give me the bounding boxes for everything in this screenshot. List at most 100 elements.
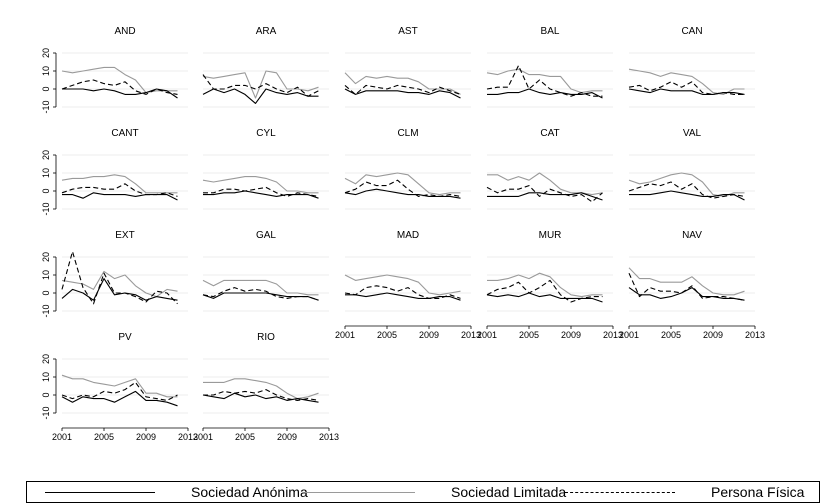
series-sociedad-anonima	[628, 88, 745, 95]
series-sociedad-limitada	[61, 174, 178, 194]
panel-ast: AST	[344, 26, 471, 108]
series-sociedad-anonima	[628, 287, 745, 301]
x-tick-label: 2009	[703, 330, 723, 340]
x-tick-label: 2013	[319, 432, 339, 442]
x-tick-label: 2001	[619, 330, 639, 340]
x-tick-label: 2005	[235, 432, 255, 442]
y-tick-label: 10	[41, 66, 51, 76]
panel-title: GAL	[256, 230, 276, 241]
series-sociedad-limitada	[202, 176, 319, 194]
panel-title: MUR	[539, 230, 562, 241]
series-persona-fisica	[203, 186, 319, 197]
series-sociedad-anonima	[202, 392, 319, 403]
panel-title: CANT	[111, 128, 138, 139]
series-sociedad-anonima	[629, 190, 745, 201]
x-tick-label: 2005	[519, 330, 539, 340]
legend: Sociedad Anónima Sociedad Limitada Perso…	[26, 481, 820, 503]
x-tick-label: 2005	[94, 432, 114, 442]
series-sociedad-anonima	[62, 192, 178, 201]
y-tick-label: 10	[41, 270, 51, 280]
panel-cant: CANT -10 0 10 20	[41, 128, 188, 216]
y-tick-label: 0	[41, 290, 51, 295]
panel-title: RIO	[257, 332, 275, 343]
legend-swatch-dashed-black	[565, 491, 675, 493]
series-sociedad-anonima	[344, 88, 461, 99]
series-sociedad-anonima	[486, 292, 603, 303]
panel-clm: CLM	[344, 128, 471, 210]
x-tick-label: 2013	[603, 330, 623, 340]
x-tick-label: 2013	[461, 330, 481, 340]
panel-cyl: CYL	[202, 128, 329, 210]
panel-ext: EXT -10 0 10 20	[41, 230, 188, 318]
series-sociedad-limitada	[61, 66, 178, 94]
y-tick-label: 10	[41, 372, 51, 382]
series-sociedad-anonima	[61, 390, 178, 407]
series-persona-fisica	[344, 84, 461, 95]
panel-title: CLM	[397, 128, 418, 139]
panel-pv: PV -10 0 10 20 2001 2005 2009 2013	[41, 332, 198, 442]
series-sociedad-anonima	[487, 192, 603, 201]
y-tick-label: -10	[41, 202, 51, 215]
panel-nav: NAV 2001 2005 2009 2013	[619, 230, 765, 340]
panel-and: AND -10 0 10 20	[41, 26, 188, 114]
series-persona-fisica	[202, 287, 319, 301]
panel-title: CYL	[256, 128, 276, 139]
panel-can: CAN	[628, 26, 755, 108]
series-persona-fisica	[486, 185, 603, 203]
series-persona-fisica	[61, 251, 178, 305]
panel-title: AST	[398, 26, 417, 37]
panel-rio: RIO 2001 2005 2009 2013	[193, 332, 339, 442]
series-persona-fisica	[628, 272, 745, 301]
y-tick-label: -10	[41, 100, 51, 113]
series-sociedad-limitada	[628, 68, 745, 95]
y-tick-label: 10	[41, 168, 51, 178]
legend-label: Sociedad Anónima	[191, 484, 308, 500]
y-tick-label: 20	[41, 150, 51, 160]
y-tick-label: 20	[41, 252, 51, 262]
series-sociedad-limitada	[486, 68, 603, 94]
series-sociedad-limitada	[487, 272, 603, 298]
x-tick-label: 2009	[419, 330, 439, 340]
y-tick-label: 0	[41, 188, 51, 193]
panel-title: AND	[114, 26, 135, 37]
x-tick-label: 2005	[377, 330, 397, 340]
series-sociedad-anonima	[61, 278, 178, 301]
legend-swatch-solid-gray	[305, 491, 415, 493]
panel-title: CAT	[540, 128, 559, 139]
series-sociedad-limitada	[344, 172, 461, 196]
series-sociedad-limitada	[61, 270, 178, 298]
series-sociedad-anonima	[203, 190, 319, 199]
series-persona-fisica	[61, 183, 178, 197]
panel-title: MAD	[397, 230, 419, 241]
legend-swatch-solid-black	[45, 491, 155, 493]
legend-item-persona-fisica: Persona Física	[565, 482, 804, 502]
series-persona-fisica	[628, 81, 745, 95]
panel-mad: MAD 2001 2005 2009 2013	[335, 230, 481, 340]
y-tick-label: -10	[41, 406, 51, 419]
series-persona-fisica	[344, 179, 461, 197]
panel-gal: GAL	[202, 230, 329, 312]
x-tick-label: 2001	[477, 330, 497, 340]
y-tick-label: 20	[41, 354, 51, 364]
legend-item-sociedad-limitada: Sociedad Limitada	[305, 482, 566, 502]
y-tick-label: 0	[41, 392, 51, 397]
x-tick-label: 2013	[745, 330, 765, 340]
panel-title: VAL	[683, 128, 702, 139]
series-sociedad-limitada	[61, 374, 178, 398]
panel-title: PV	[118, 332, 132, 343]
panel-mur: MUR 2001 2005 2009 2013	[477, 230, 623, 340]
legend-item-sociedad-anonima: Sociedad Anónima	[45, 482, 308, 502]
series-sociedad-limitada	[344, 72, 461, 95]
small-multiples-chart: AND -10 0 10 20 ARA AST BAL CAN CANT -10 0 10 20 CYL CL…	[41, 26, 765, 442]
series-persona-fisica	[203, 389, 319, 401]
x-tick-label: 2009	[561, 330, 581, 340]
legend-label: Sociedad Limitada	[451, 484, 567, 500]
series-persona-fisica	[486, 279, 603, 303]
x-tick-label: 2005	[661, 330, 681, 340]
series-sociedad-limitada	[344, 274, 461, 296]
x-tick-label: 2001	[52, 432, 72, 442]
series-sociedad-anonima	[202, 88, 319, 104]
panel-val: VAL	[628, 128, 755, 210]
panel-title: BAL	[541, 26, 560, 37]
series-sociedad-limitada	[203, 378, 319, 400]
